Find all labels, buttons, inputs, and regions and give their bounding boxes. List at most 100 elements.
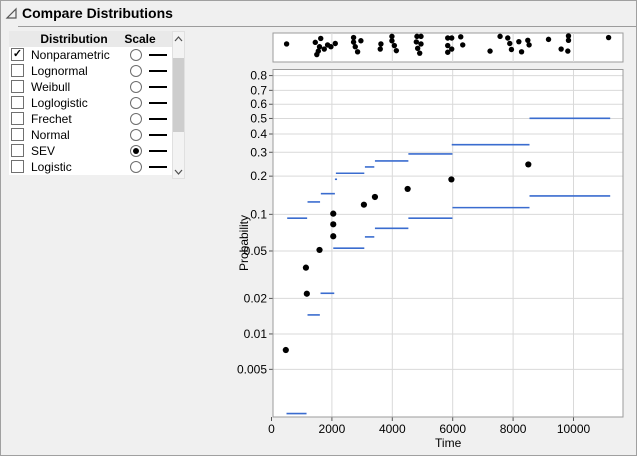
event-strip-point[interactable] xyxy=(565,37,572,43)
event-strip-point[interactable] xyxy=(497,33,503,40)
event-strip-point[interactable] xyxy=(321,46,327,52)
line-style-swatch[interactable] xyxy=(149,150,167,152)
event-strip-point[interactable] xyxy=(565,48,571,54)
data-point[interactable] xyxy=(303,290,310,297)
event-strip-point[interactable] xyxy=(350,34,357,41)
data-point[interactable] xyxy=(330,221,337,228)
event-strip-point[interactable] xyxy=(445,49,451,55)
scale-radio[interactable] xyxy=(130,81,142,93)
event-strip-point[interactable] xyxy=(460,42,466,48)
event-strip-point[interactable] xyxy=(508,46,515,53)
data-point[interactable] xyxy=(302,264,310,271)
scale-radio[interactable] xyxy=(130,97,142,109)
event-strip-point[interactable] xyxy=(354,49,361,55)
event-strip-point[interactable] xyxy=(352,44,358,50)
data-point[interactable] xyxy=(330,233,337,240)
data-point[interactable] xyxy=(330,210,337,217)
event-strip-point[interactable] xyxy=(516,38,522,45)
event-strip-point[interactable] xyxy=(316,44,323,50)
event-strip-point[interactable] xyxy=(487,48,493,54)
event-strip-point[interactable] xyxy=(378,41,384,47)
distribution-checkbox[interactable] xyxy=(11,96,24,109)
event-strip-point[interactable] xyxy=(565,33,572,39)
distribution-row: SEV xyxy=(9,143,173,159)
event-strip-point[interactable] xyxy=(414,33,420,40)
distribution-row: Weibull xyxy=(9,79,173,95)
event-strip-point[interactable] xyxy=(418,41,424,47)
event-strip-point[interactable] xyxy=(414,45,421,52)
distribution-checkbox[interactable]: ✓ xyxy=(11,48,24,61)
scale-radio[interactable] xyxy=(130,129,142,141)
event-strip-point[interactable] xyxy=(332,40,338,47)
line-style-swatch[interactable] xyxy=(149,134,167,136)
line-style-swatch[interactable] xyxy=(149,102,167,104)
distribution-label: Nonparametric xyxy=(31,48,110,62)
event-strip-point[interactable] xyxy=(605,34,612,41)
data-point[interactable] xyxy=(404,185,411,193)
distribution-checkbox[interactable] xyxy=(11,128,24,141)
line-style-swatch[interactable] xyxy=(149,166,167,168)
event-strip-point[interactable] xyxy=(526,42,532,48)
event-strip-point[interactable] xyxy=(328,44,334,50)
scale-radio[interactable] xyxy=(130,145,142,157)
event-strip-point[interactable] xyxy=(445,35,451,41)
data-point[interactable] xyxy=(448,176,455,183)
event-strip-point[interactable] xyxy=(518,49,525,55)
scrollbar-up-button[interactable] xyxy=(173,32,184,45)
event-strip-point[interactable] xyxy=(314,51,320,58)
scrollbar-thumb[interactable] xyxy=(173,58,184,132)
scale-radio[interactable] xyxy=(130,65,142,77)
distribution-checkbox[interactable] xyxy=(11,160,24,173)
event-strip-point[interactable] xyxy=(505,35,511,41)
event-strip-point[interactable] xyxy=(458,34,464,40)
event-strip-point[interactable] xyxy=(377,46,383,52)
x-axis-title: Time xyxy=(435,436,462,450)
line-style-swatch[interactable] xyxy=(149,54,167,56)
event-strip-point[interactable] xyxy=(416,50,423,56)
event-strip-point[interactable] xyxy=(393,47,400,54)
event-strip-point[interactable] xyxy=(413,39,420,45)
distribution-row: Frechet xyxy=(9,111,173,127)
event-strip-point[interactable] xyxy=(391,42,398,49)
event-strip-point[interactable] xyxy=(507,40,513,47)
event-strip-point[interactable] xyxy=(449,46,455,52)
distribution-row: Loglogistic xyxy=(9,95,173,111)
distribution-checkbox[interactable] xyxy=(11,64,24,77)
event-strip-point[interactable] xyxy=(358,38,364,44)
scrollbar-down-button[interactable] xyxy=(173,165,184,178)
data-point[interactable] xyxy=(316,246,323,254)
scale-radio[interactable] xyxy=(130,113,142,125)
line-style-swatch[interactable] xyxy=(149,86,167,88)
data-point[interactable] xyxy=(360,201,368,208)
event-strip-point[interactable] xyxy=(558,46,564,52)
scale-radio[interactable] xyxy=(130,161,142,173)
data-point[interactable] xyxy=(282,346,289,354)
distribution-list-scrollbar[interactable] xyxy=(172,31,185,179)
event-strip-point[interactable] xyxy=(350,39,357,45)
event-strip-point[interactable] xyxy=(545,36,552,43)
event-strip-point[interactable] xyxy=(389,33,395,40)
plot-background xyxy=(273,69,623,417)
data-point[interactable] xyxy=(525,161,532,168)
distribution-checkbox[interactable] xyxy=(11,144,24,157)
disclosure-triangle-icon[interactable] xyxy=(5,7,18,20)
event-strip-point[interactable] xyxy=(312,39,318,46)
line-style-swatch[interactable] xyxy=(149,118,167,120)
event-strip-point[interactable] xyxy=(449,35,455,41)
event-strip-point[interactable] xyxy=(318,35,324,42)
scale-radio[interactable] xyxy=(130,49,142,61)
line-style-swatch[interactable] xyxy=(149,70,167,72)
distribution-label: SEV xyxy=(31,144,56,158)
event-strip-point[interactable] xyxy=(418,33,424,40)
distribution-table-header: Distribution Scale xyxy=(9,31,173,47)
event-strip-point[interactable] xyxy=(389,38,395,44)
distribution-label: Weibull xyxy=(31,80,71,94)
distribution-checkbox[interactable] xyxy=(11,112,24,125)
event-strip-point[interactable] xyxy=(525,37,531,43)
distribution-checkbox[interactable] xyxy=(11,80,24,93)
event-strip-point[interactable] xyxy=(283,41,290,47)
data-point[interactable] xyxy=(371,193,379,201)
event-strip-point[interactable] xyxy=(445,42,451,49)
